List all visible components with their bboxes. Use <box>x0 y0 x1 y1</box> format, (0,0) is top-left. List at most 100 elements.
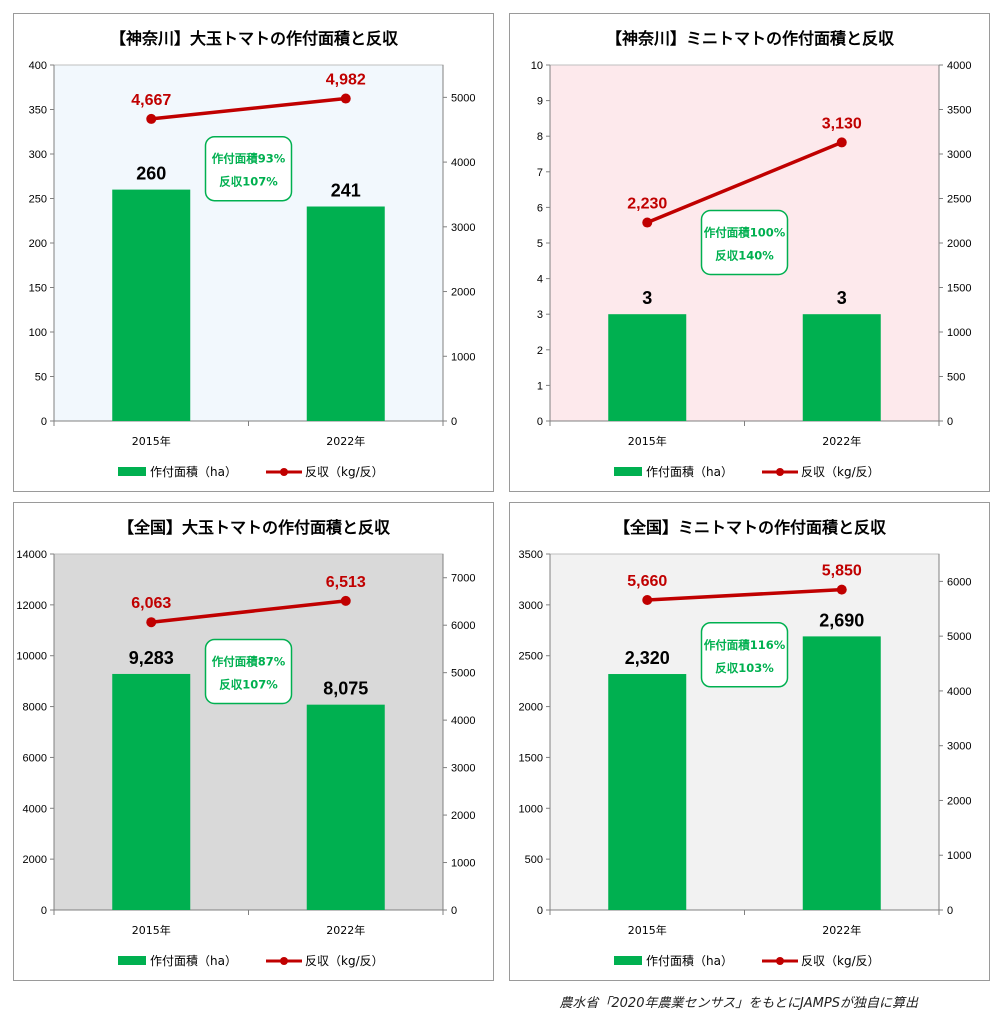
annotation-badge <box>204 638 293 705</box>
y-tick-label-left: 150 <box>29 283 47 295</box>
chart-svg: 【全国】ミニトマトの作付面積と反収 0 500 1000 1500 2000 2500 300… <box>519 518 972 968</box>
bar-data-label: 3 <box>642 288 652 308</box>
yield-line <box>151 96 346 121</box>
y-tick-label-left: 3000 <box>519 600 543 612</box>
yield-marker <box>146 113 157 124</box>
y-tick-label-left: 12000 <box>16 600 47 612</box>
annotation-badge <box>700 622 789 688</box>
yield-data-label: 3,130 <box>822 115 862 132</box>
bar <box>608 674 687 910</box>
yield-data-label: 2,230 <box>627 196 667 213</box>
y-tick-label-left: 3 <box>537 309 543 321</box>
legend-bar-swatch <box>118 467 146 476</box>
y-tick-label-left: 9 <box>537 96 543 108</box>
yield-data-label: 4,667 <box>131 92 171 109</box>
y-tick-label-right: 6000 <box>947 576 971 588</box>
y-tick-label-left: 10000 <box>16 651 47 663</box>
yield-data-label: 4,982 <box>326 72 366 89</box>
legend-yield-label: 反収（kg/反） <box>801 954 880 968</box>
y-tick-label-right: 5000 <box>451 668 475 680</box>
bar-data-label: 3 <box>837 288 847 308</box>
y-tick-label-right: 6000 <box>451 620 475 632</box>
y-tick-label-left: 6000 <box>23 752 47 764</box>
y-tick-label-right: 3500 <box>947 105 971 117</box>
x-tick-label: 2022年 <box>326 434 365 448</box>
y-tick-label-left: 400 <box>29 60 47 72</box>
yield-data-label: 6,063 <box>131 595 171 612</box>
x-tick-label: 2015年 <box>628 434 667 448</box>
annotation-yield-ratio: 反収140% <box>715 248 774 262</box>
yield-marker <box>340 595 351 606</box>
chart-svg: 【神奈川】ミニトマトの作付面積と反収 0 1 2 3 4 5 6 7 8 9 10 0 500 1000 15… <box>531 29 972 479</box>
chart-title: 【神奈川】ミニトマトの作付面積と反収 <box>606 29 895 48</box>
y-tick-label-left: 2000 <box>23 854 47 866</box>
y-tick-label-right: 3000 <box>947 149 971 161</box>
y-tick-label-left: 4000 <box>23 803 47 815</box>
x-tick-label: 2015年 <box>628 923 667 937</box>
y-tick-label-right: 4000 <box>451 715 475 727</box>
bar-data-label: 2,690 <box>819 610 864 630</box>
y-tick-label-left: 2500 <box>519 651 543 663</box>
yield-marker <box>836 584 847 595</box>
y-tick-label-right: 2000 <box>451 287 475 299</box>
y-tick-label-left: 0 <box>537 416 543 428</box>
y-tick-label-right: 1000 <box>947 327 971 339</box>
y-tick-label-right: 7000 <box>451 573 475 585</box>
y-tick-label-right: 0 <box>947 416 953 428</box>
yield-marker <box>146 617 157 628</box>
y-tick-label-left: 100 <box>29 327 47 339</box>
y-tick-label-right: 3000 <box>947 741 971 753</box>
y-tick-label-left: 6 <box>537 202 543 214</box>
y-tick-label-right: 1500 <box>947 283 971 295</box>
y-tick-label-right: 2000 <box>947 238 971 250</box>
y-tick-label-left: 8 <box>537 131 543 143</box>
bar <box>112 673 191 910</box>
bar-data-label: 8,075 <box>323 679 368 699</box>
yield-marker <box>642 217 653 228</box>
bar-data-label: 241 <box>331 181 361 201</box>
y-tick-label-right: 2000 <box>451 810 475 822</box>
x-tick-label: 2022年 <box>822 434 861 448</box>
bar-data-label: 2,320 <box>625 648 670 668</box>
annotation-area-ratio: 作付面積87% <box>212 655 286 669</box>
yield-marker <box>340 93 351 104</box>
chart-panel-national-large-tomato: 【全国】大玉トマトの作付面積と反収 0 2000 4000 6000 8000 10000 1… <box>13 502 494 981</box>
legend-line-marker <box>776 468 784 476</box>
y-tick-label-left: 500 <box>525 854 543 866</box>
y-tick-label-left: 0 <box>41 905 47 917</box>
chart-panel-kanagawa-mini-tomato: 【神奈川】ミニトマトの作付面積と反収 0 1 2 3 4 5 6 7 8 9 10 0 500 1000 15… <box>509 13 990 492</box>
legend-area-label: 作付面積（ha） <box>150 464 237 479</box>
yield-data-label: 5,660 <box>627 573 667 590</box>
y-tick-label-right: 0 <box>451 416 457 428</box>
yield-marker <box>642 595 653 606</box>
legend-area-label: 作付面積（ha） <box>646 953 733 968</box>
bar <box>306 704 385 910</box>
y-tick-label-left: 14000 <box>16 549 47 561</box>
y-tick-label-right: 0 <box>947 905 953 917</box>
y-tick-label-left: 1000 <box>519 803 543 815</box>
legend-line-marker <box>776 957 784 965</box>
bar <box>802 314 881 421</box>
annotation-badge <box>204 135 293 202</box>
y-tick-label-right: 3000 <box>451 222 475 234</box>
y-tick-label-right: 2500 <box>947 194 971 206</box>
chart-panel-kanagawa-large-tomato: 【神奈川】大玉トマトの作付面積と反収 0 50 100 150 200 250 300 350 4… <box>13 13 494 492</box>
legend-line-marker <box>280 468 288 476</box>
source-note: 農水省「2020年農業センサス」をもとにJAMPSが独自に算出 <box>559 996 918 1011</box>
chart-title: 【神奈川】大玉トマトの作付面積と反収 <box>110 29 399 48</box>
y-tick-label-left: 10 <box>531 60 543 72</box>
legend-yield-label: 反収（kg/反） <box>305 954 384 968</box>
y-tick-label-right: 3000 <box>451 763 475 775</box>
y-tick-label-left: 200 <box>29 238 47 250</box>
annotation-yield-ratio: 反収107% <box>219 678 278 692</box>
x-tick-label: 2022年 <box>326 923 365 937</box>
y-tick-label-right: 0 <box>451 905 457 917</box>
legend-area-label: 作付面積（ha） <box>646 464 733 479</box>
y-tick-label-left: 2 <box>537 345 543 357</box>
y-tick-label-right: 1000 <box>451 351 475 363</box>
chart-title: 【全国】大玉トマトの作付面積と反収 <box>118 518 391 537</box>
y-tick-label-left: 8000 <box>23 702 47 714</box>
x-tick-label: 2022年 <box>822 923 861 937</box>
y-tick-label-left: 300 <box>29 149 47 161</box>
y-tick-label-left: 3500 <box>519 549 543 561</box>
